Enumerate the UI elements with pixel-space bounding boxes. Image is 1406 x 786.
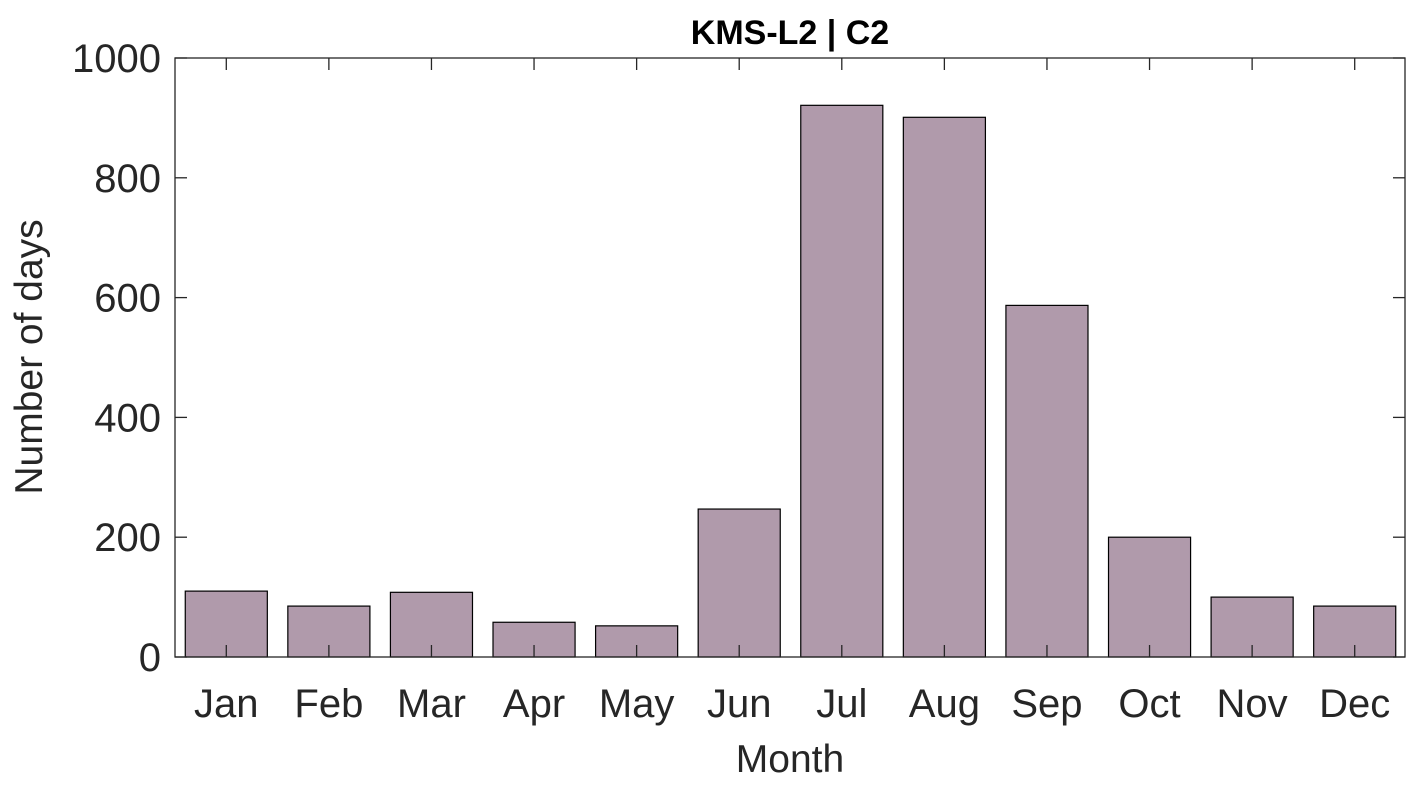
y-tick-label: 1000 xyxy=(72,37,161,81)
x-tick-label: Nov xyxy=(1217,682,1288,726)
x-tick-label: Jul xyxy=(816,682,867,726)
plot-area: 0 200 400 600 800 1000 Jan Feb Mar Apr May Jun Jul Au… xyxy=(72,37,1406,726)
bar-aug xyxy=(902,116,987,658)
bar-mar xyxy=(389,591,474,658)
x-tick-label: Feb xyxy=(294,682,363,726)
y-axis-label: Number of days xyxy=(8,219,51,494)
x-axis-label: Month xyxy=(736,738,844,781)
x-tick-label: Jan xyxy=(194,682,259,726)
bar-jun xyxy=(697,508,781,658)
bar-sep xyxy=(1005,304,1089,658)
y-tick-label: 800 xyxy=(94,157,161,201)
x-tick-label: Dec xyxy=(1319,682,1390,726)
x-tick-label: May xyxy=(599,682,675,726)
x-tick-label: Sep xyxy=(1011,682,1082,726)
x-tick-label: Jun xyxy=(707,682,772,726)
x-tick-label: Mar xyxy=(397,682,466,726)
x-tick-label: Apr xyxy=(503,682,565,726)
y-tick-label: 600 xyxy=(94,277,161,321)
bar-jul xyxy=(800,104,884,658)
x-tick-label: Aug xyxy=(909,682,980,726)
chart-title: KMS-L2 | C2 xyxy=(691,14,889,52)
y-tick-label: 400 xyxy=(94,396,161,440)
y-tick-label: 0 xyxy=(139,636,161,680)
axes-box xyxy=(174,57,1406,658)
bar-oct xyxy=(1107,536,1192,658)
x-tick-label: Oct xyxy=(1118,682,1180,726)
y-tick-label: 200 xyxy=(94,516,161,560)
